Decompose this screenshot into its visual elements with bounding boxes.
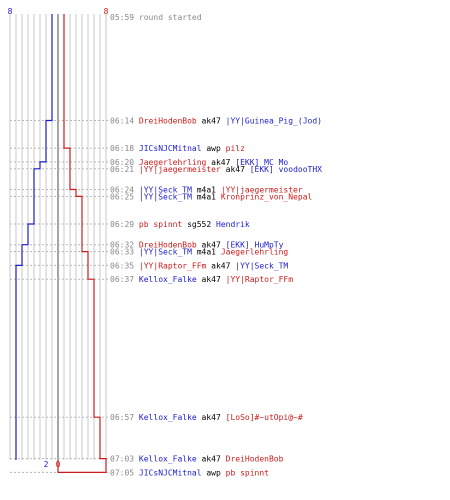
event-victim: |YY|Guinea_Pig_(Jod) [226,117,322,126]
alive-gridlines [9,14,107,460]
event-row: 06:33 |YY|Seck_TM m4a1 Jaegerlehrling [110,248,288,257]
event-weapon: ak47 [206,158,235,167]
event-time: 06:21 [110,165,134,174]
event-row: 06:14 DreiHodenBob ak47 |YY|Guinea_Pig_(… [110,117,322,126]
event-weapon: ak47 [197,241,226,250]
event-time: 06:18 [110,144,134,153]
event-victim: [LoSo]#~utOpi@~# [226,413,303,422]
event-row: 06:21 |YY|jaegermeister ak47 [EKK] voodo… [110,165,322,174]
event-row: 05:59 round started [110,13,202,22]
event-row: 06:29 pb spinnt sg552 Hendrik [110,220,250,229]
event-time: 06:32 [110,241,134,250]
alive-step-lines [15,14,107,473]
event-row: 06:37 Kellox_Falke ak47 |YY|Raptor_FFm [110,275,293,284]
event-weapon: awp [202,468,226,477]
event-weapon: m4a1 [192,192,221,201]
event-killer: |YY|Raptor_FFm [139,261,207,270]
event-time: 06:24 [110,186,134,195]
event-victim: Kronprinz_von_Nepal [221,192,313,201]
event-victim: [EKK] voodooTHX [250,165,322,174]
event-killer: |YY|Seck_TM [139,248,192,257]
event-time: 06:20 [110,158,134,167]
team-a-alive-line [15,14,53,460]
event-time: 06:25 [110,192,134,201]
event-killer: |YY|jaegermeister [139,165,221,174]
event-row: 07:03 Kellox_Falke ak47 DreiHodenBob [110,455,284,464]
event-time: 07:05 [110,468,134,477]
event-victim: [EKK] MC Mo [235,158,288,167]
event-weapon: sg552 [182,220,216,229]
event-row: 06:25 |YY|Seck_TM m4a1 Kronprinz_von_Nep… [110,192,313,201]
team-a-start-count: 8 [8,7,13,16]
event-row: 06:18 JICsNJCMitnal awp pilz [110,144,245,153]
event-killer: Kellox_Falke [139,275,197,284]
event-row: 06:35 |YY|Raptor_FFm ak47 |YY|Seck_TM [110,261,288,270]
event-time: 06:33 [110,248,134,257]
event-killer: pb spinnt [139,220,183,229]
event-weapon: ak47 [197,413,226,422]
event-killer: Jaegerlehrling [139,158,207,167]
event-victim: pilz [226,144,245,153]
event-log: 05:59 round started 06:14 DreiHodenBob ak… [110,13,322,477]
event-killer: Kellox_Falke [139,413,197,422]
event-killer: Kellox_Falke [139,455,197,464]
event-victim: Jaegerlehrling [221,248,289,257]
event-time: 06:29 [110,220,134,229]
team-b-start-count: 8 [104,7,109,16]
event-row: 07:05 JICsNJCMitnal awp pb spinnt [110,468,269,477]
event-time: 06:14 [110,117,134,126]
event-row: 06:24 |YY|Seck_TM m4a1 |YY|jaegermeister [110,186,303,195]
event-victim: |YY|Seck_TM [235,261,288,270]
event-killer: JICsNJCMitnal [139,468,202,477]
event-time: 06:57 [110,413,134,422]
event-killer: round started [139,13,202,22]
event-weapon: awp [202,144,226,153]
event-victim: DreiHodenBob [226,455,284,464]
event-time: 06:37 [110,275,134,284]
event-weapon: ak47 [197,275,226,284]
event-killer: DreiHodenBob [139,241,197,250]
event-weapon: ak47 [197,455,226,464]
event-dashes [10,120,110,473]
event-victim: pb spinnt [226,468,270,477]
event-weapon: ak47 [221,165,250,174]
event-weapon: ak47 [206,261,235,270]
event-weapon: ak47 [197,117,226,126]
team-a-end-count: 2 [44,460,49,469]
event-row: 06:57 Kellox_Falke ak47 [LoSo]#~utOpi@~# [110,413,303,422]
event-weapon: m4a1 [192,186,221,195]
event-victim: |YY|jaegermeister [221,186,303,195]
event-victim: |YY|Raptor_FFm [226,275,294,284]
event-killer: JICsNJCMitnal [139,144,202,153]
team-b-alive-line [57,14,107,473]
event-killer: DreiHodenBob [139,117,197,126]
event-time: 07:03 [110,455,134,464]
event-time: 05:59 [110,13,134,22]
team-b-end-count: 0 [56,460,61,469]
event-time: 06:35 [110,261,134,270]
event-killer: |YY|Seck_TM [139,186,192,195]
event-victim: [EKK] HuMpTy [226,241,284,250]
event-killer: |YY|Seck_TM [139,192,192,201]
event-victim: Hendrik [216,220,250,229]
event-weapon: m4a1 [192,248,221,257]
event-row: 06:20 Jaegerlehrling ak47 [EKK] MC Mo [110,158,288,167]
event-row: 06:32 DreiHodenBob ak47 [EKK] HuMpTy [110,241,284,250]
